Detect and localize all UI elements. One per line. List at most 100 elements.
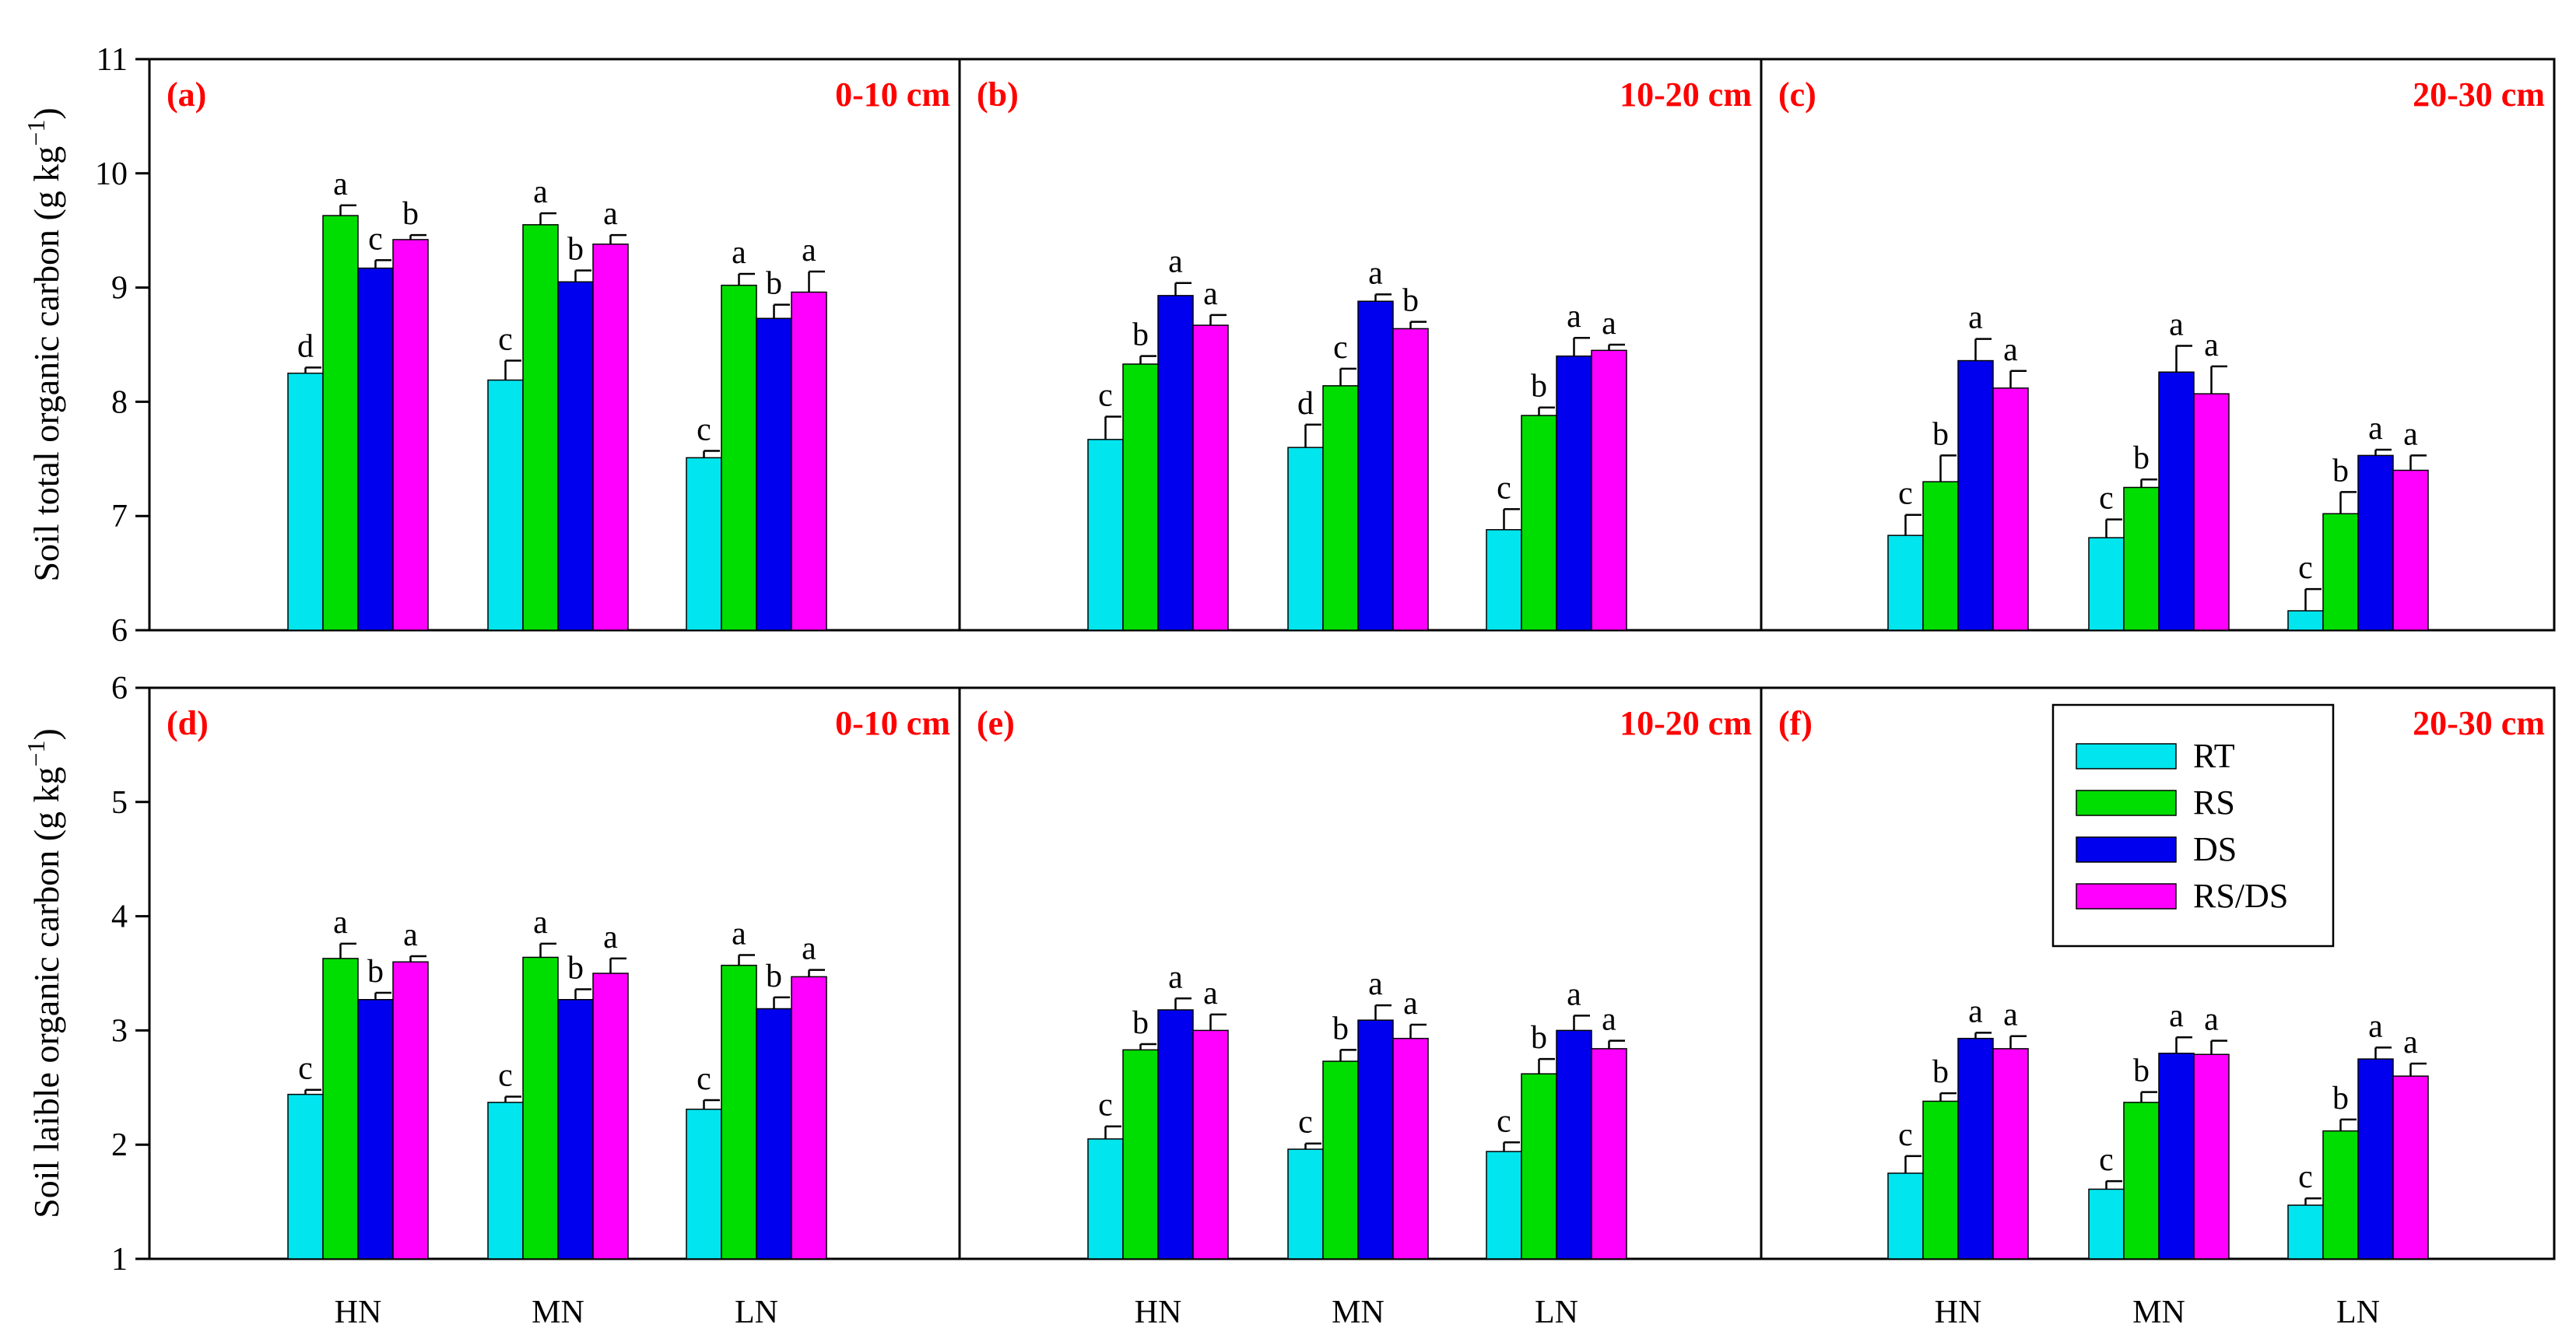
x-tick-label: LN [735, 1295, 778, 1330]
significance-letter: c [1298, 1105, 1313, 1141]
depth-label: 20-30 cm [2413, 75, 2545, 114]
bar-DS-HN [357, 999, 394, 1260]
significance-letter: d [1297, 386, 1314, 422]
bar-RS-DS-HN [1192, 1029, 1229, 1260]
bar-RS-DS-HN [1992, 1048, 2029, 1260]
bar-RS-DS-LN [1591, 349, 1627, 631]
panel-label: (d) [167, 704, 209, 742]
bar-RS-HN [1922, 1100, 1959, 1260]
y-tick-label: 6 [111, 613, 128, 649]
y-axis-label: Soil laible organic carbon (g kg−1) [22, 728, 66, 1218]
bar-RT-HN [1887, 1173, 1924, 1260]
legend-swatch-DS [2076, 836, 2177, 863]
significance-letter: a [1203, 276, 1218, 312]
significance-letter: b [1132, 317, 1149, 353]
significance-letter: a [1203, 976, 1218, 1011]
bar-RT-MN [487, 379, 524, 631]
significance-letter: c [2298, 550, 2313, 586]
bar-RT-LN [1486, 1151, 1522, 1260]
bar-DS-HN [1157, 295, 1194, 631]
significance-letter: c [1497, 470, 1511, 506]
bar-RT-HN [1087, 439, 1124, 631]
bar-DS-HN [357, 267, 394, 631]
bar-RS-DS-MN [592, 973, 629, 1260]
significance-letter: a [1368, 966, 1383, 1002]
bar-RT-LN [2287, 610, 2324, 631]
axes [135, 58, 149, 1260]
y-tick-label: 2 [111, 1127, 128, 1163]
significance-letter: c [1098, 377, 1113, 413]
bar-RS-MN [2123, 1102, 2160, 1260]
bar-RT-HN [1887, 535, 1924, 631]
bar-RS-DS-LN [2392, 469, 2429, 631]
bar-RS-DS-MN [2193, 393, 2230, 631]
legend-label: RS/DS [2193, 877, 2288, 915]
bar-RS-DS-LN [1591, 1048, 1627, 1260]
significance-letter: a [1602, 306, 1616, 342]
bar-RS-HN [322, 958, 359, 1260]
bar-DS-MN [1357, 300, 1394, 631]
y-tick-label: 11 [97, 42, 128, 78]
bar-RS-HN [1922, 481, 1959, 631]
legend-swatch-RT [2076, 743, 2177, 769]
x-tick-label: LN [1535, 1295, 1578, 1330]
panel-label: (e) [977, 704, 1015, 742]
bar-DS-LN [2357, 454, 2394, 631]
bar-RS-LN [1521, 1073, 1557, 1260]
bar-RS-MN [522, 956, 559, 1260]
significance-letter: b [1531, 1020, 1547, 1056]
bar-marks [287, 204, 2429, 1260]
x-tick-label: MN [2132, 1295, 2185, 1330]
depth-label: 0-10 cm [835, 704, 950, 742]
legend-label: DS [2193, 830, 2237, 868]
significance-letter: b [766, 959, 782, 994]
y-tick-label: 4 [111, 899, 128, 935]
bar-DS-LN [756, 1008, 792, 1260]
bar-DS-MN [557, 281, 594, 631]
significance-letter: b [1932, 1054, 1949, 1090]
significance-letter: a [333, 905, 348, 941]
significance-letter: a [1968, 300, 1983, 336]
bar-DS-HN [1957, 1037, 1994, 1260]
significance-letter: a [1403, 986, 1418, 1022]
bar-RT-MN [1287, 1148, 1324, 1260]
significance-letter: a [603, 920, 618, 955]
significance-letter: a [2204, 328, 2219, 363]
significance-letter: a [1567, 976, 1581, 1012]
significance-letter: c [498, 1058, 513, 1094]
significance-letter: c [2099, 481, 2114, 517]
bar-RS-DS-MN [1392, 1037, 1429, 1260]
bar-RS-HN [1122, 363, 1159, 631]
significance-letter: a [2368, 411, 2383, 447]
bar-RS-LN [2322, 513, 2359, 631]
bar-DS-HN [1957, 359, 1994, 631]
significance-letter: a [2169, 998, 2184, 1034]
significance-letter: b [567, 951, 584, 987]
y-tick-label: 1 [111, 1242, 128, 1278]
significance-letter: c [1333, 330, 1348, 366]
legend-swatch-RS [2076, 790, 2177, 816]
significance-letter: a [1368, 255, 1383, 291]
bar-DS-MN [2158, 371, 2195, 631]
significance-letter: d [297, 328, 314, 364]
significance-letter: a [533, 174, 548, 210]
bar-RS-MN [2123, 486, 2160, 631]
significance-letter: c [368, 221, 383, 257]
depth-label: 10-20 cm [1620, 75, 1752, 114]
significance-letter: a [732, 235, 746, 271]
legend-label: RS [2193, 783, 2235, 822]
significance-letter: a [2169, 307, 2184, 342]
bar-RS-LN [721, 964, 757, 1260]
significance-letter: c [298, 1051, 313, 1087]
x-tick-label: HN [1135, 1295, 1182, 1330]
y-tick-label: 3 [111, 1013, 128, 1049]
significance-letter: a [1968, 994, 1983, 1029]
bar-RS-DS-HN [1992, 387, 2029, 631]
significance-letter: a [403, 917, 418, 953]
bar-RS-MN [522, 224, 559, 631]
bar-DS-LN [756, 317, 792, 631]
bar-RS-DS-HN [392, 961, 429, 1260]
significance-letter: a [802, 233, 816, 268]
significance-letter: b [2133, 440, 2150, 476]
bar-RS-LN [1521, 415, 1557, 631]
